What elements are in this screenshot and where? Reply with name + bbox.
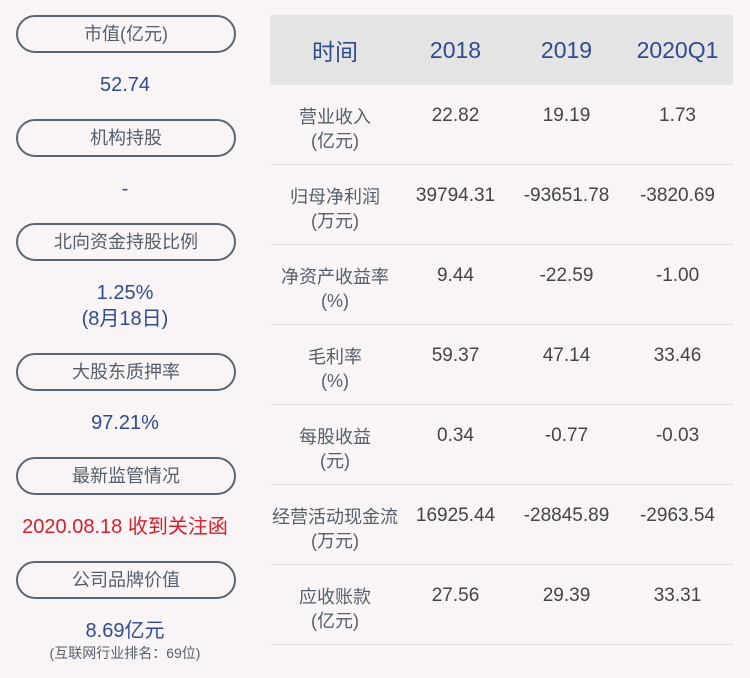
table-row: 每股收益 (元) 0.34 -0.77 -0.03 — [270, 405, 733, 485]
table-row: 毛利率 (%) 59.37 47.14 33.46 — [270, 325, 733, 405]
regulatory-value: 2020.08.18 收到关注函 — [22, 516, 228, 538]
cell-value: -0.03 — [655, 425, 700, 446]
metric-unit: (亿元) — [311, 611, 359, 631]
cell-value: 1.73 — [659, 105, 696, 126]
cell-value: -1.00 — [655, 265, 700, 286]
row-label: 经营活动现金流 (万元) — [270, 485, 400, 553]
cell-value: 27.56 — [431, 585, 480, 606]
cell-value: -0.77 — [544, 425, 589, 446]
cell-value: 16925.44 — [415, 505, 496, 526]
metric-unit: (万元) — [311, 531, 359, 551]
metric-name: 营业收入 — [299, 107, 371, 127]
metric-name: 每股收益 — [299, 427, 371, 447]
pledge-label: 大股东质押率 — [16, 353, 236, 391]
header-2019: 2019 — [540, 36, 593, 63]
metric-unit: (亿元) — [311, 131, 359, 151]
cell-value: 29.39 — [542, 585, 591, 606]
table-row: 营业收入 (亿元) 22.82 19.19 1.73 — [270, 85, 733, 165]
pledge-value: 97.21% — [91, 412, 159, 434]
table-row: 归母净利润 (万元) 39794.31 -93651.78 -3820.69 — [270, 165, 733, 245]
metric-name: 应收账款 — [299, 587, 371, 607]
brand-rank: (互联网行业排名：69位) — [49, 645, 201, 661]
cell-value: 59.37 — [431, 345, 480, 366]
row-label: 毛利率 (%) — [270, 325, 400, 393]
header-2018: 2018 — [429, 36, 482, 63]
cell-value: 19.19 — [542, 105, 591, 126]
northbound-label: 北向资金持股比例 — [16, 223, 236, 261]
row-label: 净资产收益率 (%) — [270, 245, 400, 313]
row-label: 每股收益 (元) — [270, 405, 400, 473]
metric-unit: (元) — [320, 451, 350, 471]
cell-value: -22.59 — [539, 265, 594, 286]
institutional-value: - — [121, 178, 129, 200]
header-time: 时间 — [312, 39, 358, 65]
cell-value: 0.34 — [437, 425, 474, 446]
metric-unit: (%) — [321, 371, 349, 391]
metric-name: 毛利率 — [308, 347, 362, 367]
metric-name: 净资产收益率 — [281, 267, 389, 287]
row-label: 归母净利润 (万元) — [270, 165, 400, 233]
metric-unit: (万元) — [311, 211, 359, 231]
metric-name: 归母净利润 — [290, 187, 380, 207]
northbound-date: (8月18日) — [81, 308, 169, 330]
market-cap-label: 市值(亿元) — [16, 15, 236, 53]
cell-value: 47.14 — [542, 345, 591, 366]
brand-value: 8.69亿元 — [85, 620, 165, 642]
header-2020q1: 2020Q1 — [636, 36, 719, 63]
cell-value: -28845.89 — [523, 505, 610, 526]
row-label: 应收账款 (亿元) — [270, 565, 400, 633]
table-header: 时间 2018 2019 2020Q1 — [270, 15, 733, 85]
cell-value: -2963.54 — [639, 505, 715, 526]
market-cap-value: 52.74 — [99, 74, 151, 96]
cell-value: 39794.31 — [415, 185, 496, 206]
metric-unit: (%) — [321, 291, 349, 311]
cell-value: 33.31 — [653, 585, 702, 606]
table-row: 应收账款 (亿元) 27.56 29.39 33.31 — [270, 565, 733, 645]
row-label: 营业收入 (亿元) — [270, 85, 400, 153]
table-row: 净资产收益率 (%) 9.44 -22.59 -1.00 — [270, 245, 733, 325]
brand-label: 公司品牌价值 — [16, 561, 236, 599]
table-row: 经营活动现金流 (万元) 16925.44 -28845.89 -2963.54 — [270, 485, 733, 565]
cell-value: -93651.78 — [523, 185, 610, 206]
cell-value: 33.46 — [653, 345, 702, 366]
regulatory-label: 最新监管情况 — [16, 457, 236, 495]
cell-value: 9.44 — [437, 265, 474, 286]
cell-value: 22.82 — [431, 105, 480, 126]
institutional-label: 机构持股 — [16, 119, 236, 157]
financial-table: 时间 2018 2019 2020Q1 营业收入 (亿元) 22.82 19.19 1.… — [270, 15, 733, 645]
metric-name: 经营活动现金流 — [272, 507, 398, 527]
cell-value: -3820.69 — [639, 185, 715, 206]
northbound-value: 1.25% — [96, 282, 154, 304]
